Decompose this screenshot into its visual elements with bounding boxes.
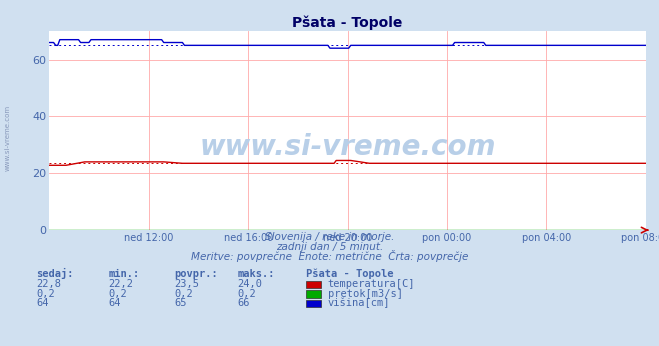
Text: 0,2: 0,2	[109, 289, 127, 299]
Text: 0,2: 0,2	[237, 289, 256, 299]
Text: www.si-vreme.com: www.si-vreme.com	[5, 105, 11, 172]
Text: temperatura[C]: temperatura[C]	[328, 279, 415, 289]
Text: 66: 66	[237, 298, 250, 308]
Text: 23,5: 23,5	[175, 279, 200, 289]
Text: višina[cm]: višina[cm]	[328, 298, 390, 308]
Text: Slovenija / reke in morje.: Slovenija / reke in morje.	[265, 233, 394, 243]
Text: Pšata - Topole: Pšata - Topole	[306, 268, 394, 279]
Text: 0,2: 0,2	[175, 289, 193, 299]
Text: 22,2: 22,2	[109, 279, 134, 289]
Text: zadnji dan / 5 minut.: zadnji dan / 5 minut.	[276, 242, 383, 252]
Title: Pšata - Topole: Pšata - Topole	[293, 16, 403, 30]
Text: 64: 64	[36, 298, 49, 308]
Text: 0,2: 0,2	[36, 289, 55, 299]
Text: maks.:: maks.:	[237, 269, 275, 279]
Text: povpr.:: povpr.:	[175, 269, 218, 279]
Text: www.si-vreme.com: www.si-vreme.com	[200, 133, 496, 161]
Text: min.:: min.:	[109, 269, 140, 279]
Text: 65: 65	[175, 298, 187, 308]
Text: 24,0: 24,0	[237, 279, 262, 289]
Text: sedaj:: sedaj:	[36, 268, 74, 279]
Text: pretok[m3/s]: pretok[m3/s]	[328, 289, 403, 299]
Text: 64: 64	[109, 298, 121, 308]
Text: 22,8: 22,8	[36, 279, 61, 289]
Text: Meritve: povprečne  Enote: metrične  Črta: povprečje: Meritve: povprečne Enote: metrične Črta:…	[191, 250, 468, 262]
